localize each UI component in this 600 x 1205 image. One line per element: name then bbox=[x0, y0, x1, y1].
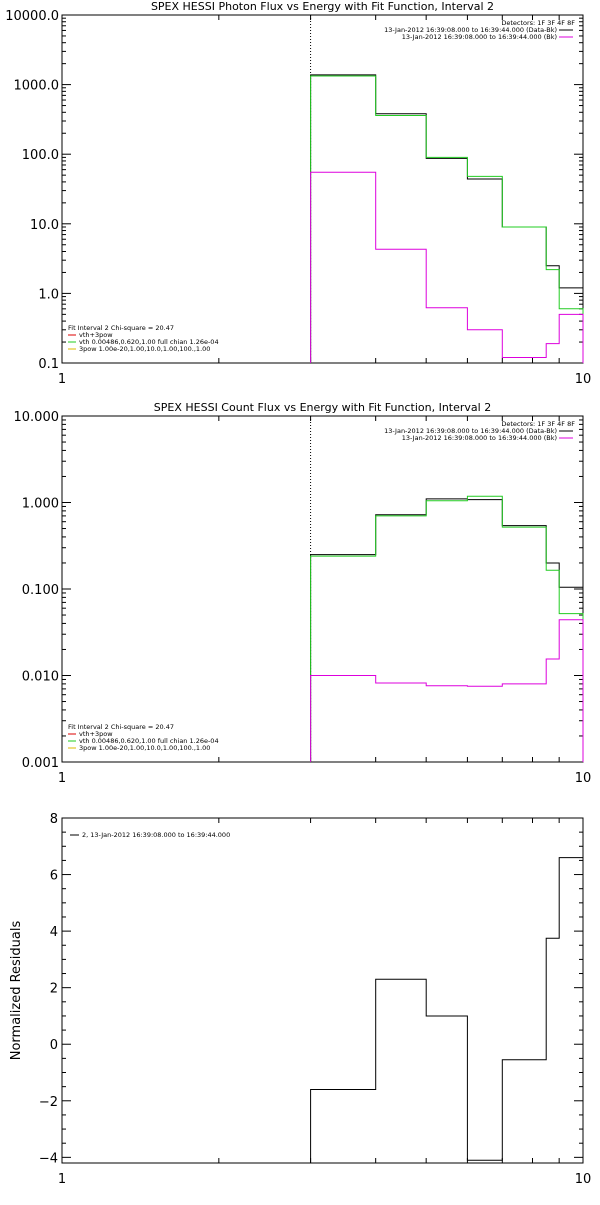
y-tick-label: 8 bbox=[50, 812, 58, 827]
series-line-2 bbox=[310, 171, 584, 363]
y-tick-label: 4 bbox=[50, 925, 58, 940]
series-line-0 bbox=[310, 74, 584, 363]
legend-top-text: 13-Jan-2012 16:39:08.000 to 16:39:44.000… bbox=[384, 26, 557, 34]
legend-residual-text: 2, 13-Jan-2012 16:39:08.000 to 16:39:44.… bbox=[82, 831, 230, 839]
series-line-2 bbox=[310, 619, 584, 762]
x-tick-label: 10 bbox=[575, 771, 592, 786]
legend-fit-text: vth+3pow bbox=[79, 730, 113, 738]
y-tick-label: 0.010 bbox=[22, 670, 59, 685]
chart-title-1: SPEX HESSI Count Flux vs Energy with Fit… bbox=[154, 401, 491, 414]
chart-title-0: SPEX HESSI Photon Flux vs Energy with Fi… bbox=[151, 0, 494, 13]
plot-frame-0 bbox=[61, 14, 584, 364]
x-tick-label: 10 bbox=[575, 372, 592, 387]
y-tick-label: 100.0 bbox=[22, 148, 59, 163]
y-tick-label: 0.100 bbox=[22, 583, 59, 598]
series-line-1 bbox=[310, 75, 584, 363]
legend-fit-text: 3pow 1.00e-20,1.00,10.0,1.00,100.,1.00 bbox=[79, 744, 210, 752]
y-tick-label: 1.0 bbox=[38, 287, 59, 302]
y-tick-label: 10000.0 bbox=[5, 9, 59, 24]
legend-fit-text: vth+3pow bbox=[79, 331, 113, 339]
legend-top-text: Detectors: 1F 3F 4F 8F bbox=[501, 19, 575, 27]
x-tick-label: 1 bbox=[58, 372, 66, 387]
y-tick-label: 1.000 bbox=[22, 497, 59, 512]
legend-fit-text: vth 0.00486,0.620,1.00 full chian 1.26e-… bbox=[79, 338, 219, 346]
legend-fit-text: vth 0.00486,0.620,1.00 full chian 1.26e-… bbox=[79, 737, 219, 745]
y-tick-label: 0.001 bbox=[22, 756, 59, 771]
series-line-0 bbox=[310, 857, 584, 1163]
y-tick-label: 10.0 bbox=[30, 218, 59, 233]
y-tick-label: −2 bbox=[39, 1095, 58, 1110]
legend-fit-text: Fit Interval 2 Chi-square = 20.47 bbox=[68, 324, 174, 332]
y-tick-label: 2 bbox=[50, 982, 58, 997]
plot-frame-1 bbox=[61, 415, 584, 763]
x-tick-label: 1 bbox=[58, 771, 66, 786]
legend-fit-text: 3pow 1.00e-20,1.00,10.0,1.00,100.,1.00 bbox=[79, 345, 210, 353]
y-tick-label: 0.1 bbox=[38, 357, 59, 372]
legend-top-text: 13-Jan-2012 16:39:08.000 to 16:39:44.000… bbox=[402, 33, 557, 41]
series-line-1 bbox=[310, 495, 584, 762]
y-tick-label: 0 bbox=[50, 1038, 58, 1053]
legend-fit-text: Fit Interval 2 Chi-square = 20.47 bbox=[68, 723, 174, 731]
legend-top-text: Detectors: 1F 3F 4F 8F bbox=[501, 420, 575, 428]
legend-top-text: 13-Jan-2012 16:39:08.000 to 16:39:44.000… bbox=[384, 427, 557, 435]
y-tick-label: −4 bbox=[39, 1151, 58, 1166]
x-tick-label: 1 bbox=[58, 1172, 66, 1187]
y-tick-label: 1000.0 bbox=[14, 79, 60, 94]
y-tick-label: 6 bbox=[50, 869, 58, 884]
series-line-0 bbox=[310, 498, 584, 762]
x-tick-label: 10 bbox=[575, 1172, 592, 1187]
legend-top-text: 13-Jan-2012 16:39:08.000 to 16:39:44.000… bbox=[402, 434, 557, 442]
plot-frame-2 bbox=[61, 817, 584, 1164]
y-tick-label: 10.000 bbox=[14, 410, 60, 425]
y-axis-label: Normalized Residuals bbox=[9, 921, 24, 1061]
